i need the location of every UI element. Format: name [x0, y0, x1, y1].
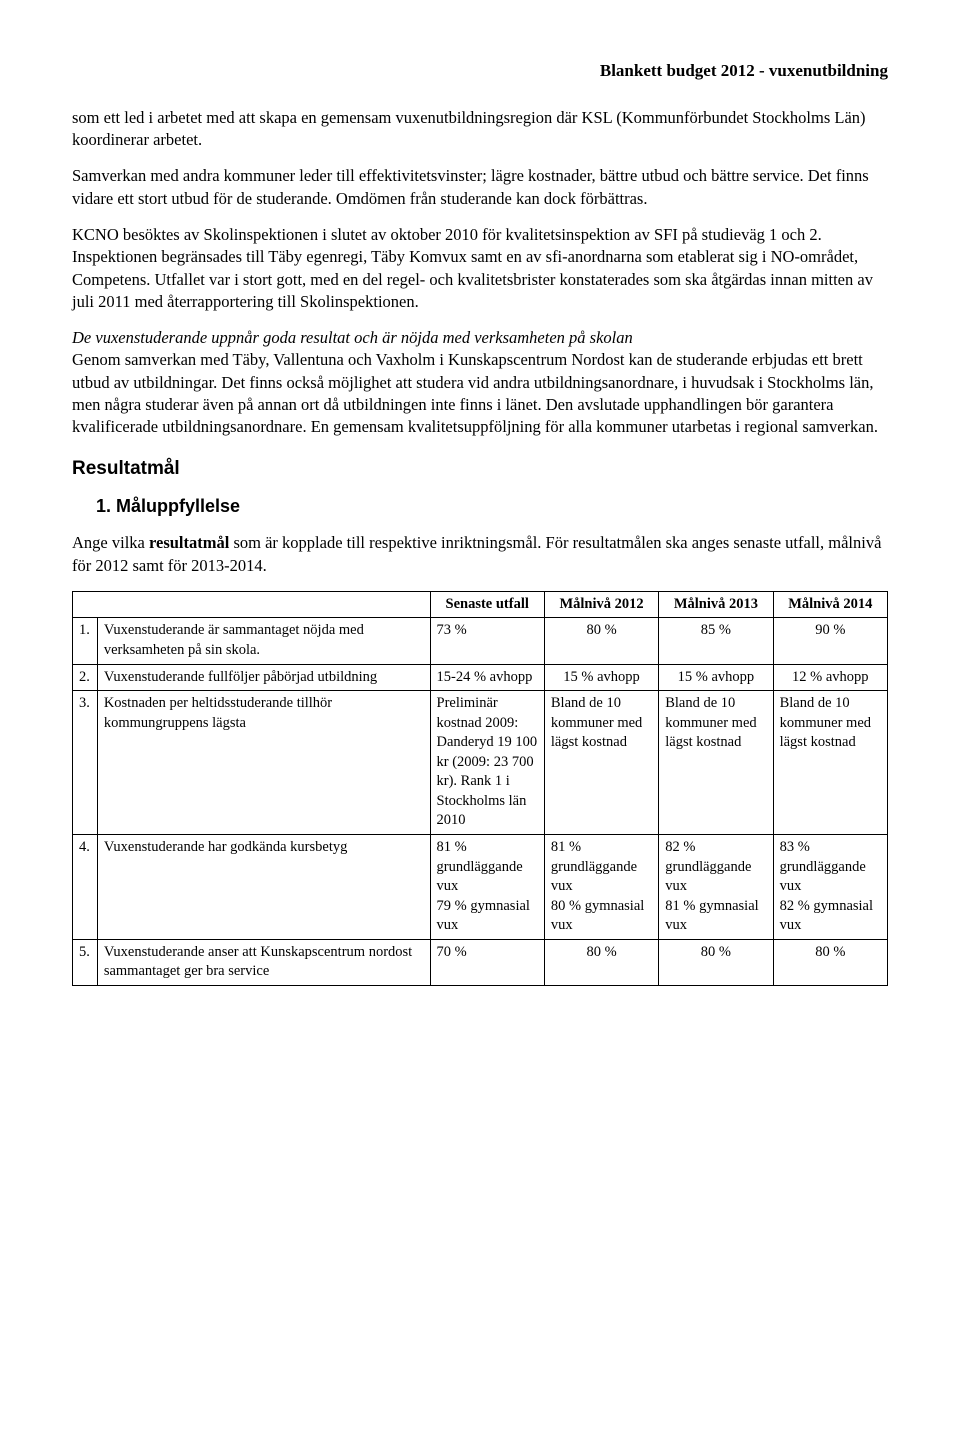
row-desc: Vuxenstuderande har godkända kursbetyg	[97, 835, 430, 940]
row-v4: 80 %	[544, 939, 658, 985]
row-v5: 15 % avhopp	[659, 664, 773, 691]
row-number: 2.	[73, 664, 98, 691]
row-v3: 81 % grundläggande vux79 % gymnasial vux	[430, 835, 544, 940]
paragraph-3: KCNO besöktes av Skolinspektionen i slut…	[72, 224, 888, 313]
row-v4: 80 %	[544, 618, 658, 664]
paragraph-1: som ett led i arbetet med att skapa en g…	[72, 107, 888, 152]
results-table: Senaste utfall Målnivå 2012 Målnivå 2013…	[72, 591, 888, 986]
intro-paragraph: Ange vilka resultatmål som är kopplade t…	[72, 532, 888, 577]
table-row: 5. Vuxenstuderande anser att Kunskapscen…	[73, 939, 888, 985]
row-v5: 85 %	[659, 618, 773, 664]
table-row: 3. Kostnaden per heltidsstuderande tillh…	[73, 691, 888, 835]
row-v6: 12 % avhopp	[773, 664, 887, 691]
row-v5: 80 %	[659, 939, 773, 985]
paragraph-4: De vuxenstuderande uppnår goda resultat …	[72, 327, 888, 438]
paragraph-4-continuation: Genom samverkan med Täby, Vallentuna och…	[72, 350, 878, 436]
subsection-maluppfyllelse: 1. Måluppfyllelse	[96, 494, 888, 518]
paragraph-2: Samverkan med andra kommuner leder till …	[72, 165, 888, 210]
row-v3: 70 %	[430, 939, 544, 985]
th-senaste-utfall: Senaste utfall	[430, 591, 544, 618]
page-header-title: Blankett budget 2012 - vuxenutbildning	[72, 60, 888, 83]
row-v4: Bland de 10 kommuner med lägst kostnad	[544, 691, 658, 835]
row-v3: Preliminär kostnad 2009: Danderyd 19 100…	[430, 691, 544, 835]
section-resultatmal: Resultatmål	[72, 456, 888, 482]
table-body: 1. Vuxenstuderande är sammantaget nöjda …	[73, 618, 888, 986]
row-desc: Vuxenstuderande anser att Kunskapscentru…	[97, 939, 430, 985]
row-v3: 15-24 % avhopp	[430, 664, 544, 691]
table-row: 1. Vuxenstuderande är sammantaget nöjda …	[73, 618, 888, 664]
row-number: 4.	[73, 835, 98, 940]
row-v6: 80 %	[773, 939, 887, 985]
row-desc: Kostnaden per heltidsstuderande tillhör …	[97, 691, 430, 835]
table-row: 2. Vuxenstuderande fullföljer påbörjad u…	[73, 664, 888, 691]
row-desc: Vuxenstuderande fullföljer påbörjad utbi…	[97, 664, 430, 691]
row-number: 5.	[73, 939, 98, 985]
paragraph-4-italic: De vuxenstuderande uppnår goda resultat …	[72, 328, 633, 347]
row-v5: 82 % grundläggande vux81 % gymnasial vux	[659, 835, 773, 940]
row-v6: 83 % grundläggande vux82 % gymnasial vux	[773, 835, 887, 940]
th-blank-2	[97, 591, 430, 618]
th-malniva-2012: Målnivå 2012	[544, 591, 658, 618]
row-v4: 81 % grundläggande vux80 % gymnasial vux	[544, 835, 658, 940]
row-number: 3.	[73, 691, 98, 835]
row-v3: 73 %	[430, 618, 544, 664]
intro-prefix: Ange vilka	[72, 533, 149, 552]
row-v4: 15 % avhopp	[544, 664, 658, 691]
row-number: 1.	[73, 618, 98, 664]
th-malniva-2013: Målnivå 2013	[659, 591, 773, 618]
th-blank-1	[73, 591, 98, 618]
row-v5: Bland de 10 kommuner med lägst kostnad	[659, 691, 773, 835]
table-header-row: Senaste utfall Målnivå 2012 Målnivå 2013…	[73, 591, 888, 618]
th-malniva-2014: Målnivå 2014	[773, 591, 887, 618]
table-row: 4. Vuxenstuderande har godkända kursbety…	[73, 835, 888, 940]
row-desc: Vuxenstuderande är sammantaget nöjda med…	[97, 618, 430, 664]
row-v6: 90 %	[773, 618, 887, 664]
row-v6: Bland de 10 kommuner med lägst kostnad	[773, 691, 887, 835]
intro-bold: resultatmål	[149, 533, 229, 552]
